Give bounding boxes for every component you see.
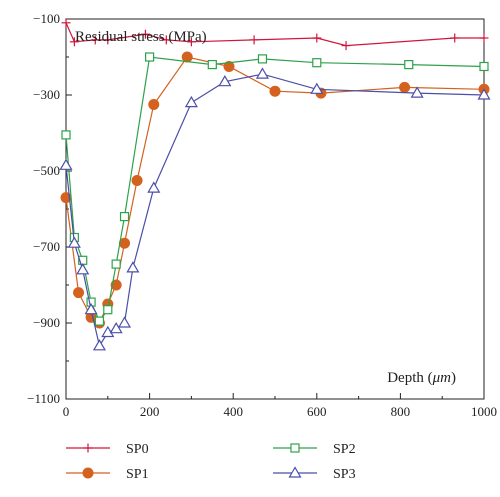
legend-marker-sp0	[83, 443, 93, 453]
series-sp1-point	[73, 287, 85, 299]
legend-label-sp1: SP1	[126, 467, 149, 482]
x-tick-label: 1000	[471, 404, 497, 419]
y-tick-label: −900	[33, 315, 60, 330]
legend-label-sp3: SP3	[333, 467, 356, 482]
series-sp3-point	[310, 82, 324, 94]
series-sp1-point	[269, 85, 281, 97]
series-sp0-point	[161, 35, 171, 45]
series-sp1-point	[148, 99, 160, 110]
series-sp0-point	[186, 37, 196, 47]
x-axis-title-text: Depth (	[387, 370, 432, 386]
x-tick-label: 200	[140, 404, 160, 419]
series-sp3-point	[76, 263, 90, 275]
legend-marker-sp2	[290, 443, 300, 453]
series-sp0-point	[61, 18, 71, 28]
y-tick-label: −1100	[27, 391, 60, 406]
series-sp3-point	[109, 322, 123, 334]
series-sp1-point	[110, 279, 122, 291]
series-sp3-point	[184, 95, 198, 108]
series-sp0-point	[249, 35, 259, 45]
series-sp1-point	[399, 81, 411, 93]
axis-ticks	[65, 18, 485, 400]
series-sp3-point	[218, 75, 232, 87]
y-tick-label: −700	[33, 239, 60, 254]
series-layer	[59, 18, 491, 351]
y-tick-label: −100	[33, 11, 60, 26]
series-sp3-point	[147, 181, 161, 193]
series-sp0-point	[140, 29, 150, 39]
series-sp3-line	[65, 73, 485, 348]
series-sp3-point	[477, 88, 491, 100]
series-sp1-point	[131, 175, 143, 186]
series-sp2-point	[404, 59, 414, 70]
axis-tick-labels: 0 200 400 600 800 1000 −100 −300 −500 −700 −900 −11…	[27, 11, 497, 419]
series-sp3-point	[410, 86, 424, 98]
series-sp3	[59, 67, 491, 351]
series-sp0-point	[312, 33, 322, 43]
y-tick-label: −300	[33, 87, 60, 102]
y-axis-title: Residual stress (MPa)	[75, 29, 207, 45]
series-sp3-point	[255, 67, 270, 79]
series-sp3-point	[92, 339, 106, 351]
series-sp3-point	[84, 303, 98, 315]
legend-item-sp3: SP3	[273, 466, 356, 482]
series-sp2-point	[145, 52, 155, 62]
series-sp0-point	[69, 37, 79, 47]
series-sp0-point	[341, 41, 351, 51]
legend: SP0 SP1 SP2 SP3	[66, 442, 356, 482]
legend-label-sp0: SP0	[126, 442, 149, 457]
legend-marker-sp3	[288, 466, 302, 478]
x-tick-label: 800	[391, 404, 411, 419]
series-sp0-point	[479, 33, 489, 43]
series-sp0	[61, 18, 489, 51]
series-sp3-point	[67, 236, 81, 248]
series-sp2-point	[479, 61, 489, 72]
legend-item-sp2: SP2	[273, 442, 356, 457]
series-sp2-point	[103, 305, 113, 315]
series-sp3-point	[117, 316, 132, 328]
series-sp1-point	[181, 51, 193, 63]
x-tick-label: 600	[307, 404, 327, 419]
x-tick-label: 0	[63, 404, 70, 419]
series-sp2-point	[119, 212, 130, 222]
x-axis-title-close: )	[451, 370, 456, 386]
legend-item-sp1: SP1	[66, 467, 149, 482]
series-sp2-point	[94, 316, 105, 326]
series-sp0-point	[450, 33, 460, 43]
y-tick-label: −500	[33, 163, 60, 178]
legend-item-sp0: SP0	[66, 442, 149, 457]
series-sp1-point	[223, 61, 235, 72]
series-sp2-point	[61, 130, 71, 140]
series-sp0-point	[90, 35, 100, 45]
series-sp3-point	[59, 158, 73, 170]
series-sp2-point	[207, 59, 217, 70]
series-sp2-point	[111, 259, 121, 269]
x-tick-label: 400	[223, 404, 243, 419]
legend-marker-sp1	[82, 467, 94, 479]
legend-label-sp2: SP2	[333, 442, 356, 457]
series-sp0-point	[103, 35, 113, 45]
series-sp3-point	[126, 261, 140, 273]
series-sp2-point	[312, 58, 322, 68]
x-axis-title: Depth (μm)	[387, 370, 456, 386]
series-sp2-point	[257, 54, 268, 64]
x-axis-title-unit: μm	[432, 370, 452, 386]
plot-frame	[65, 18, 485, 400]
